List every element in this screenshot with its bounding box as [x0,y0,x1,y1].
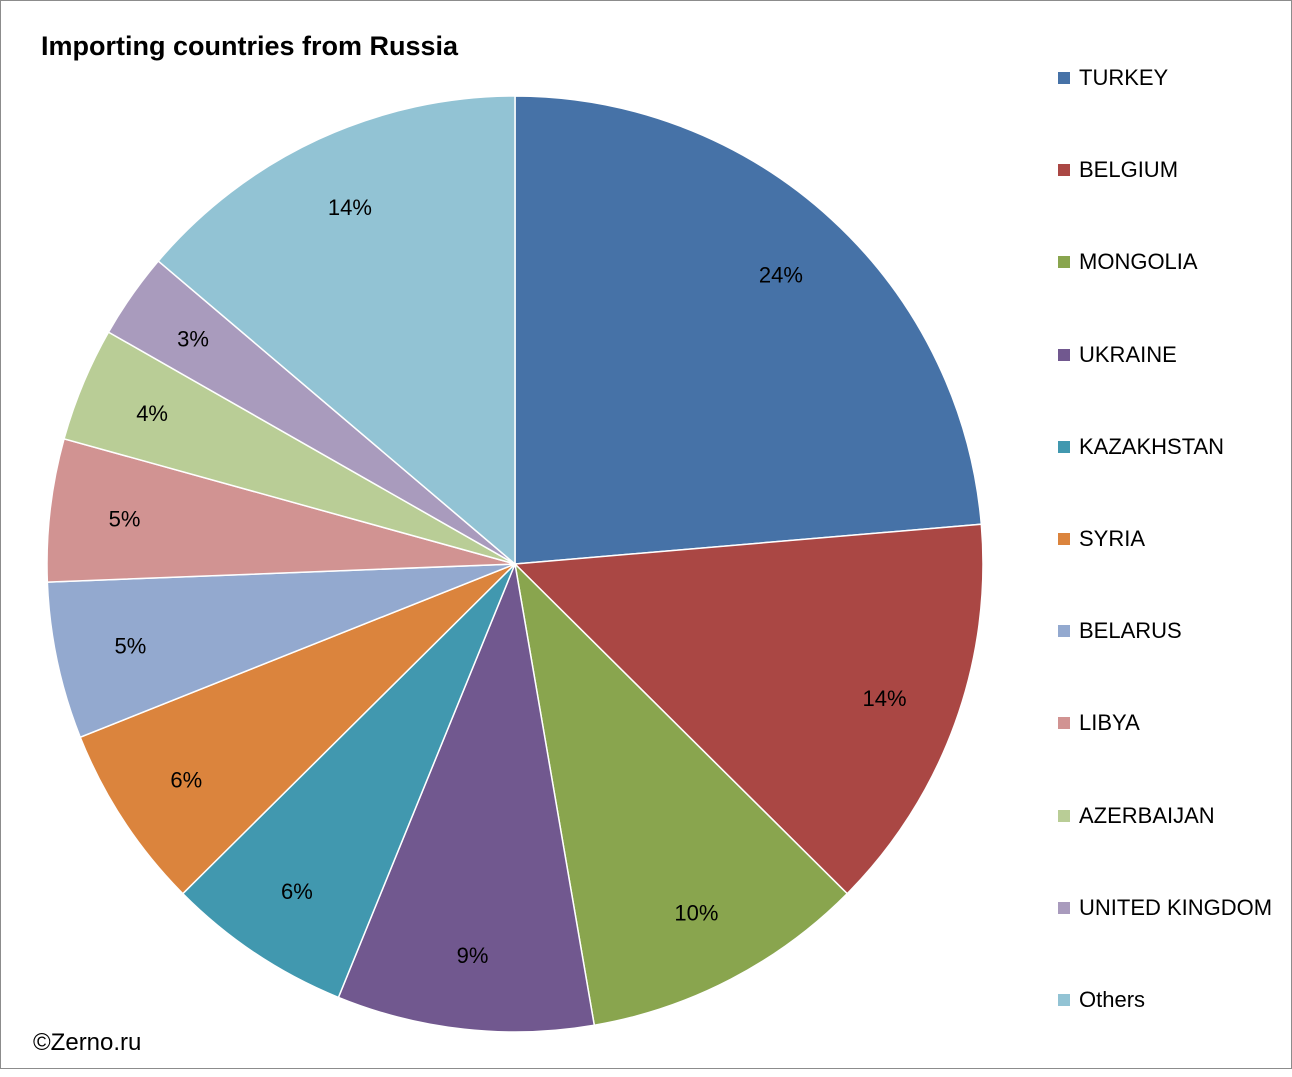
legend-label: BELGIUM [1079,157,1179,183]
legend-item-syria: SYRIA [1058,524,1272,616]
legend-label: UNITED KINGDOM [1079,894,1273,920]
legend-swatch [1058,348,1070,361]
legend-swatch [1058,717,1070,730]
legend-label: UKRAINE [1079,341,1177,367]
legend-swatch [1058,993,1070,1006]
pie-slice-libya [46,437,516,583]
legend-label: MONGOLIA [1079,249,1198,275]
legend-item-azerbaijan: AZERBAIJAN [1058,801,1272,893]
legend-label: AZERBAIJAN [1079,802,1215,828]
legend-item-belgium: BELGIUM [1058,155,1272,247]
legend-label: BELARUS [1079,618,1182,644]
legend-item-belarus: BELARUS [1058,616,1272,708]
legend-label: LIBYA [1079,710,1140,736]
data-label-libya: 5% [109,506,141,531]
legend-label: Others [1079,986,1146,1012]
data-label-turkey: 24% [759,262,803,287]
legend-swatch [1058,72,1070,84]
pie-slice-others [157,95,516,566]
legend-item-united-kingdom: UNITED KINGDOM [1058,893,1272,985]
data-label-ukraine: 9% [457,943,489,968]
pie-slice-belarus [46,563,516,739]
legend-item-turkey: TURKEY [1058,63,1272,155]
data-label-others: 14% [328,195,372,220]
legend-swatch [1058,901,1070,914]
pie-slice-kazakhstan [181,563,516,999]
legend-item-kazakhstan: KAZAKHSTAN [1058,432,1272,524]
legend-label: KAZAKHSTAN [1079,433,1225,459]
legend-item-others: Others [1058,985,1272,1077]
legend-item-libya: LIBYA [1058,708,1272,800]
legend-swatch [1058,256,1070,269]
legend-swatch [1058,164,1070,177]
chart-title: Importing countries from Russia [41,31,459,61]
pie-slice-mongolia [513,561,849,1027]
data-label-syria: 6% [170,768,202,793]
legend-label: SYRIA [1079,525,1146,551]
data-label-united-kingdom: 3% [177,326,209,351]
legend-swatch [1058,440,1070,453]
pie-slice-ukraine [337,561,596,1033]
legend-item-mongolia: MONGOLIA [1058,247,1272,339]
data-label-azerbaijan: 4% [136,401,168,426]
data-label-belarus: 5% [115,634,147,659]
legend-label: TURKEY [1079,65,1169,90]
data-label-kazakhstan: 6% [281,879,313,904]
legend-swatch [1058,532,1070,545]
copyright-text: ©Zerno.ru [33,1029,142,1056]
legend-swatch [1058,625,1070,638]
pie-slice-syria [79,563,516,895]
pie-slice-belgium [513,523,984,895]
pie-slice-turkey [514,95,983,565]
data-label-belgium: 14% [863,686,907,711]
data-label-mongolia: 10% [674,901,718,926]
legend-swatch [1058,809,1070,822]
chart-legend: TURKEY BELGIUM MONGOLIA UKRAINE KAZAKHSTAN SY… [1058,63,1272,1077]
legend-item-ukraine: UKRAINE [1058,340,1272,432]
